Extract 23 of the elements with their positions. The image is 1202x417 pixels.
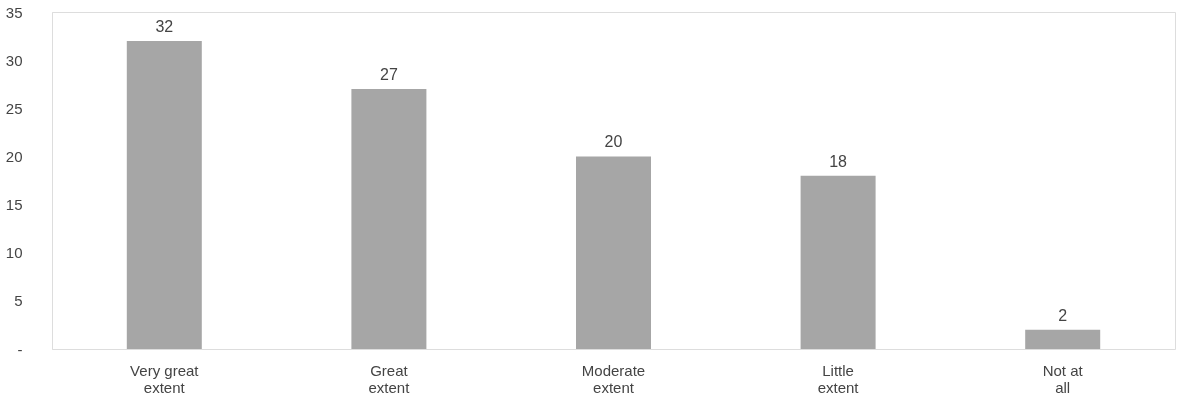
data-label: 27	[380, 66, 398, 84]
bar	[126, 40, 202, 349]
y-tick-label: 35	[5, 3, 23, 21]
y-tick-label: 5	[14, 292, 23, 310]
x-tick-label: Great extent	[368, 361, 411, 396]
y-tick-label: 15	[5, 196, 23, 214]
bar	[800, 175, 876, 349]
data-label: 32	[155, 17, 174, 35]
bar	[351, 89, 427, 349]
bar	[1025, 329, 1101, 349]
data-label: 18	[829, 152, 848, 170]
y-tick-label: 10	[5, 244, 23, 262]
y-tick-label: 25	[5, 99, 23, 117]
y-tick-label: -	[17, 340, 23, 358]
x-tick-label: Little extent	[817, 361, 860, 396]
y-tick-label: 30	[5, 51, 23, 69]
data-label: 20	[604, 133, 623, 151]
x-tick-label: Moderate extent	[581, 361, 646, 396]
y-tick-label: 20	[5, 147, 23, 165]
x-tick-label: Very great extent	[130, 361, 200, 396]
bar	[576, 156, 651, 349]
x-tick-label: Not at all	[1042, 361, 1084, 396]
data-label: 2	[1058, 306, 1068, 324]
